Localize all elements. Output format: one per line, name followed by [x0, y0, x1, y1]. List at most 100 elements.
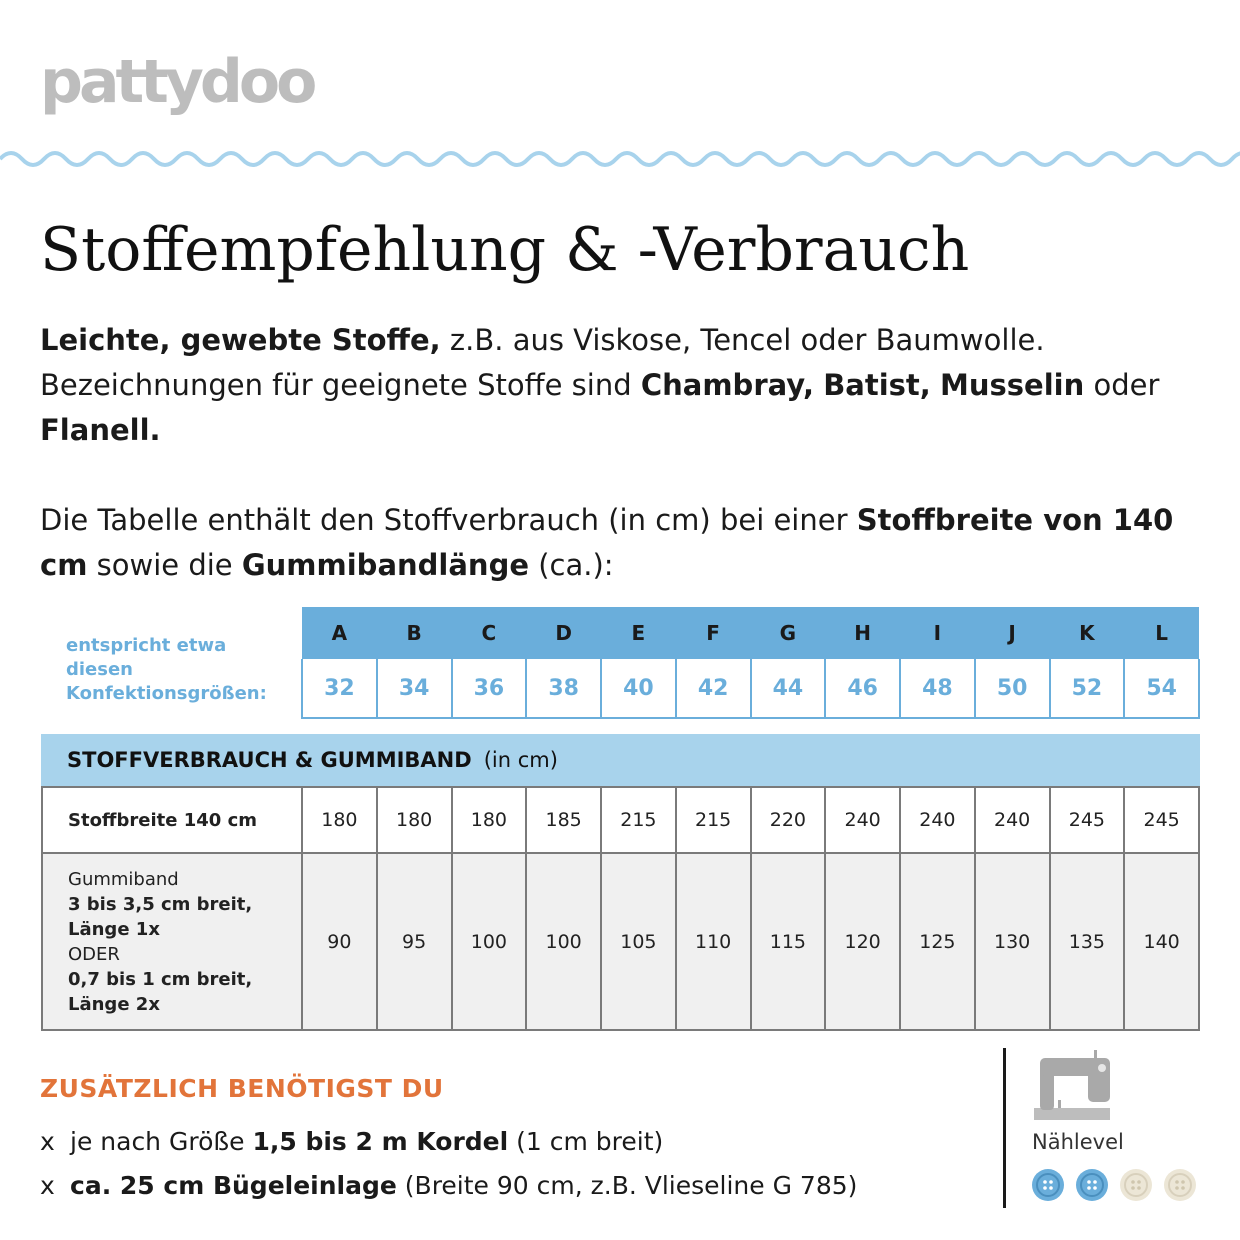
size-number-52: 52 — [1048, 659, 1126, 719]
elastic-label-or: ODER — [68, 943, 120, 965]
sewing-level-label: Nählevel — [1032, 1130, 1124, 1154]
usage-header-unit: (in cm) — [483, 748, 558, 772]
size-letter-d: D — [526, 607, 601, 659]
item-bold: 1,5 bis 2 m Kordel — [252, 1127, 509, 1156]
desc-text-2: sowie die — [87, 548, 242, 582]
desc-text-3: (ca.): — [529, 548, 614, 582]
level-button-filled — [1031, 1168, 1065, 1206]
desc-width: Stoffbreite von 140 cm — [40, 503, 1174, 582]
table-cell: 100 — [525, 852, 602, 1031]
wave-divider — [0, 151, 1240, 167]
table-cell: 115 — [749, 852, 827, 1031]
table-cell: 100 — [450, 852, 528, 1031]
level-button-empty — [1163, 1168, 1197, 1206]
table-row: Stoffbreite 140 cm 180 180 180 185 215 215 220… — [41, 786, 1200, 854]
table-cell: 90 — [301, 852, 378, 1031]
size-number-36: 36 — [450, 659, 528, 719]
size-number-54: 54 — [1123, 659, 1200, 719]
size-letter-k: K — [1049, 607, 1125, 659]
elastic-label-title: Gummiband — [68, 868, 179, 890]
item-text: (Breite 90 cm, z.B. Vlieseline G 785) — [396, 1171, 858, 1200]
table-cell: 215 — [600, 786, 677, 854]
table-cell: 180 — [301, 786, 378, 854]
sewing-level-indicator — [1031, 1168, 1197, 1206]
size-number-42: 42 — [674, 659, 752, 719]
size-letter-b: B — [376, 607, 452, 659]
table-cell: 95 — [375, 852, 453, 1031]
size-number-32: 32 — [301, 659, 378, 719]
size-letter-g: G — [750, 607, 826, 659]
fabric-musselin: Musselin — [940, 368, 1085, 402]
table-cell: 125 — [899, 852, 976, 1031]
size-number-row: 32 34 36 38 40 42 44 46 48 50 52 54 — [301, 659, 1200, 719]
size-number-50: 50 — [973, 659, 1051, 719]
usage-section-header: STOFFVERBRAUCH & GUMMIBAND (in cm) — [41, 734, 1200, 786]
size-letter-a: A — [302, 607, 377, 659]
fabric-or: oder — [1084, 368, 1160, 402]
size-letter-h: H — [825, 607, 900, 659]
brand-logo: pattydoo — [40, 47, 317, 117]
usage-table: Stoffbreite 140 cm 180 180 180 185 215 215 220… — [41, 786, 1200, 1031]
elastic-label-option2: 0,7 bis 1 cm breit, — [68, 968, 253, 990]
item-text: je nach Größe — [70, 1127, 253, 1156]
table-cell: 240 — [824, 786, 901, 854]
extras-list: x je nach Größe 1,5 bis 2 m Kordel (1 cm … — [40, 1120, 857, 1208]
table-cell: 140 — [1123, 852, 1200, 1031]
table-cell: 120 — [824, 852, 901, 1031]
fabric-flanell: Flanell. — [40, 413, 161, 447]
size-letter-e: E — [601, 607, 676, 659]
table-description: Die Tabelle enthält den Stoffverbrauch (… — [40, 498, 1210, 588]
size-number-40: 40 — [600, 659, 677, 719]
table-cell: 215 — [674, 786, 752, 854]
bullet-x: x — [40, 1171, 55, 1200]
bullet-x: x — [40, 1127, 55, 1156]
table-cell: 245 — [1048, 786, 1126, 854]
size-number-48: 48 — [899, 659, 976, 719]
size-number-34: 34 — [375, 659, 453, 719]
fabric-text: z.B. aus Viskose, Tencel oder Baumwolle.… — [40, 323, 1045, 402]
page-title: Stoffempfehlung & -Verbrauch — [40, 215, 970, 285]
fabric-batist: Batist, — [823, 368, 931, 402]
table-cell: 240 — [973, 786, 1051, 854]
sewing-machine-icon — [1034, 1050, 1110, 1120]
size-letter-f: F — [675, 607, 751, 659]
size-letter-l: L — [1124, 607, 1199, 659]
size-table-label: entspricht etwa diesen Konfektionsgrößen… — [66, 635, 267, 704]
table-cell: 130 — [973, 852, 1051, 1031]
size-letter-c: C — [451, 607, 527, 659]
list-item: x je nach Größe 1,5 bis 2 m Kordel (1 cm … — [40, 1120, 857, 1164]
usage-header-title: STOFFVERBRAUCH & GUMMIBAND — [67, 748, 472, 772]
elastic-label-length1: Länge 1x — [68, 918, 160, 940]
fabric-chambray: Chambray, — [640, 368, 814, 402]
row-label-elastic: Gummiband 3 bis 3,5 cm breit, Länge 1x O… — [41, 852, 303, 1031]
table-cell: 180 — [375, 786, 453, 854]
table-row: Gummiband 3 bis 3,5 cm breit, Länge 1x O… — [41, 852, 1200, 1031]
table-cell: 245 — [1123, 786, 1200, 854]
size-letter-i: I — [900, 607, 975, 659]
level-button-empty — [1119, 1168, 1153, 1206]
size-number-46: 46 — [824, 659, 901, 719]
size-number-44: 44 — [749, 659, 827, 719]
table-cell: 110 — [674, 852, 752, 1031]
table-cell: 240 — [899, 786, 976, 854]
elastic-label-option1: 3 bis 3,5 cm breit, — [68, 893, 253, 915]
desc-elastic: Gummibandlänge — [241, 548, 529, 582]
fabric-type: Leichte, gewebte Stoffe, — [40, 323, 441, 357]
desc-text-1: Die Tabelle enthält den Stoffverbrauch (… — [40, 503, 857, 537]
table-cell: 180 — [450, 786, 528, 854]
size-letter-j: J — [974, 607, 1050, 659]
level-button-filled — [1075, 1168, 1109, 1206]
item-bold: ca. 25 cm Bügeleinlage — [70, 1171, 397, 1200]
item-text: (1 cm breit) — [508, 1127, 664, 1156]
table-cell: 135 — [1048, 852, 1126, 1031]
row-label-fabric-width: Stoffbreite 140 cm — [41, 786, 303, 854]
list-item: x ca. 25 cm Bügeleinlage (Breite 90 cm, z… — [40, 1164, 857, 1208]
size-number-38: 38 — [525, 659, 602, 719]
table-cell: 105 — [600, 852, 677, 1031]
elastic-label-length2: Länge 2x — [68, 993, 160, 1015]
table-cell: 220 — [749, 786, 827, 854]
extras-heading: ZUSÄTZLICH BENÖTIGST DU — [40, 1074, 444, 1103]
fabric-recommendation: Leichte, gewebte Stoffe, z.B. aus Viskos… — [40, 318, 1210, 453]
